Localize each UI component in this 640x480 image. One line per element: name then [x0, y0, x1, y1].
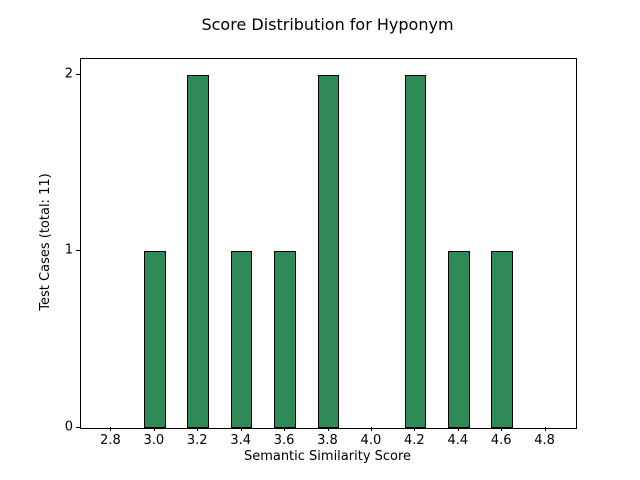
x-tick-label: 3.4	[230, 433, 252, 448]
y-tick-label: 2	[64, 66, 73, 82]
bar-score-3.0	[144, 251, 166, 428]
x-tick	[370, 427, 372, 431]
y-tick	[76, 250, 80, 252]
x-tick-label: 4.6	[490, 433, 512, 448]
x-tick-label: 4.4	[447, 433, 469, 448]
y-axis-label: Test Cases (total: 11)	[38, 173, 53, 311]
plot-area	[80, 58, 577, 429]
x-tick	[414, 427, 416, 431]
x-tick-label: 2.8	[100, 433, 121, 448]
x-axis-label: Semantic Similarity Score	[243, 449, 412, 464]
x-tick	[153, 427, 155, 431]
x-tick	[110, 427, 112, 431]
x-tick-label: 3.6	[273, 433, 295, 448]
bar-score-3.6	[274, 251, 296, 428]
x-tick-label: 4.0	[360, 433, 382, 448]
chart-title: Score Distribution for Hyponym	[201, 15, 454, 34]
bar-score-3.8	[317, 74, 340, 428]
x-tick-label: 3.2	[186, 433, 208, 448]
x-tick	[240, 427, 242, 431]
x-tick	[327, 427, 329, 431]
y-tick-label: 0	[64, 419, 73, 435]
bar-score-4.4	[447, 251, 470, 428]
x-tick	[284, 427, 286, 431]
x-tick-label: 3.0	[143, 433, 165, 448]
x-tick-label: 3.8	[317, 433, 338, 448]
x-tick	[501, 427, 503, 431]
x-tick	[544, 427, 546, 431]
bar-score-3.4	[230, 251, 253, 428]
bar-score-3.2	[187, 74, 210, 428]
x-tick-label: 4.2	[403, 433, 425, 448]
x-tick	[457, 427, 459, 431]
y-tick-label: 1	[64, 242, 73, 258]
bar-score-4.6	[491, 251, 513, 428]
x-tick	[197, 427, 199, 431]
bar-score-4.2	[404, 74, 427, 428]
y-tick	[76, 427, 80, 428]
y-tick	[76, 73, 80, 75]
x-tick-label: 4.8	[534, 433, 555, 448]
